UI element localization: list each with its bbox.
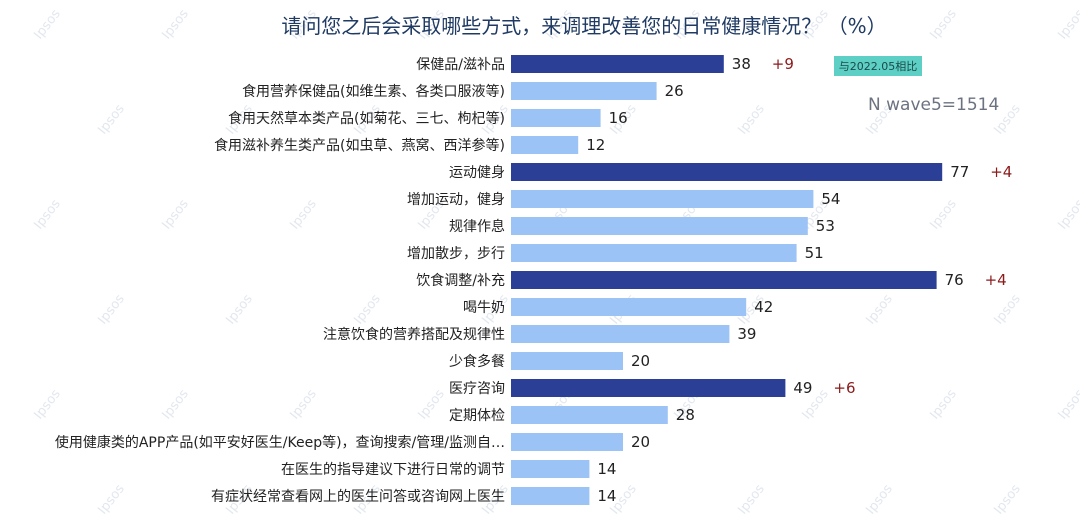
bar [511,190,814,208]
data-label: 53 [816,217,835,235]
watermark-text: Ipsos [991,482,1024,518]
watermark-text: Ipsos [31,387,64,423]
bar [511,136,579,154]
change-label: +6 [833,379,855,397]
category-label: 增加散步，步行 [407,246,505,262]
bar [511,379,786,397]
data-label: 20 [631,352,650,370]
watermark-text: Ipsos [415,387,448,423]
bar [511,406,668,424]
data-label: 38 [732,55,751,73]
watermark-text: Ipsos [863,292,896,328]
chart-title: 请问您之后会采取哪些方式，来调理改善您的日常健康情况？ （%） [281,14,886,38]
bar [511,271,937,289]
comparison-badge [834,56,922,76]
bar [511,244,797,262]
data-label: 49 [793,379,812,397]
watermark-text: Ipsos [927,387,960,423]
category-label: 定期体检 [449,408,505,424]
data-label: 16 [609,109,628,127]
change-label: +9 [772,55,794,73]
watermark-text: Ipsos [991,292,1024,328]
category-label: 医疗咨询 [449,381,505,397]
data-label: 77 [950,163,969,181]
category-label: 注意饮食的营养搭配及规律性 [323,326,505,343]
watermark-text: Ipsos [95,292,128,328]
data-label: 28 [676,406,695,424]
bar [511,352,623,370]
data-label: 42 [754,298,773,316]
watermark-text: Ipsos [31,197,64,233]
watermark-text: Ipsos [1055,387,1080,423]
change-label: +4 [990,163,1012,181]
data-label: 54 [821,190,840,208]
data-label: 14 [597,487,616,505]
category-label: 少食多餐 [449,353,505,370]
watermark-text: Ipsos [927,7,960,43]
sample-size-note: N wave5=1514 [868,95,999,115]
data-label: 12 [586,136,605,154]
category-label: 规律作息 [449,218,505,235]
category-label: 食用营养保健品(如维生素、各类口服液等) [242,83,505,100]
category-label: 运动健身 [449,165,505,181]
comparison-badge-label: 与2022.05相比 [839,60,918,73]
bar-series: 保健品/滋补品 38 +9 食用营养保健品(如维生素、各类口服液等) 26 食用天然草本类… [55,55,1012,505]
watermark-text: Ipsos [735,102,768,138]
bar [511,487,590,505]
watermark-text: Ipsos [735,482,768,518]
watermark-text: Ipsos [287,197,320,233]
bar [511,163,943,181]
bar [511,460,590,478]
watermark-text: Ipsos [927,197,960,233]
data-label: 26 [665,82,684,100]
bar [511,109,601,127]
watermark-text: Ipsos [95,482,128,518]
category-label: 有症状经常查看网上的医生问答或咨询网上医生 [211,488,505,505]
bar [511,325,730,343]
category-label: 在医生的指导建议下进行日常的调节 [281,462,505,478]
watermark-text: Ipsos [1055,197,1080,233]
category-label: 使用健康类的APP产品(如平安好医生/Keep等)，查询搜索/管理/监测自… [55,434,505,451]
bar [511,217,808,235]
category-label: 食用天然草本类产品(如菊花、三七、枸杞等) [228,110,505,127]
bar [511,298,747,316]
bar [511,82,657,100]
category-label: 喝牛奶 [463,300,505,316]
data-label: 51 [805,244,824,262]
watermark-text: Ipsos [863,482,896,518]
watermark-text: Ipsos [1055,7,1080,43]
data-label: 39 [737,325,756,343]
bar [511,433,623,451]
change-label: +4 [985,271,1007,289]
category-label: 保健品/滋补品 [416,57,505,73]
watermark-text: Ipsos [159,7,192,43]
watermark-text: Ipsos [159,387,192,423]
watermark-text: Ipsos [287,387,320,423]
category-label: 饮食调整/补充 [416,272,505,289]
bar [511,55,724,73]
watermark-text: Ipsos [95,102,128,138]
watermark-text: Ipsos [351,292,384,328]
watermark-text: Ipsos [159,197,192,233]
watermark-text: Ipsos [223,292,256,328]
data-label: 14 [597,460,616,478]
category-label: 食用滋补养生类产品(如虫草、燕窝、西洋参等) [214,137,505,154]
data-label: 76 [945,271,964,289]
watermark-text: Ipsos [31,7,64,43]
category-label: 增加运动，健身 [407,192,505,208]
data-label: 20 [631,433,650,451]
